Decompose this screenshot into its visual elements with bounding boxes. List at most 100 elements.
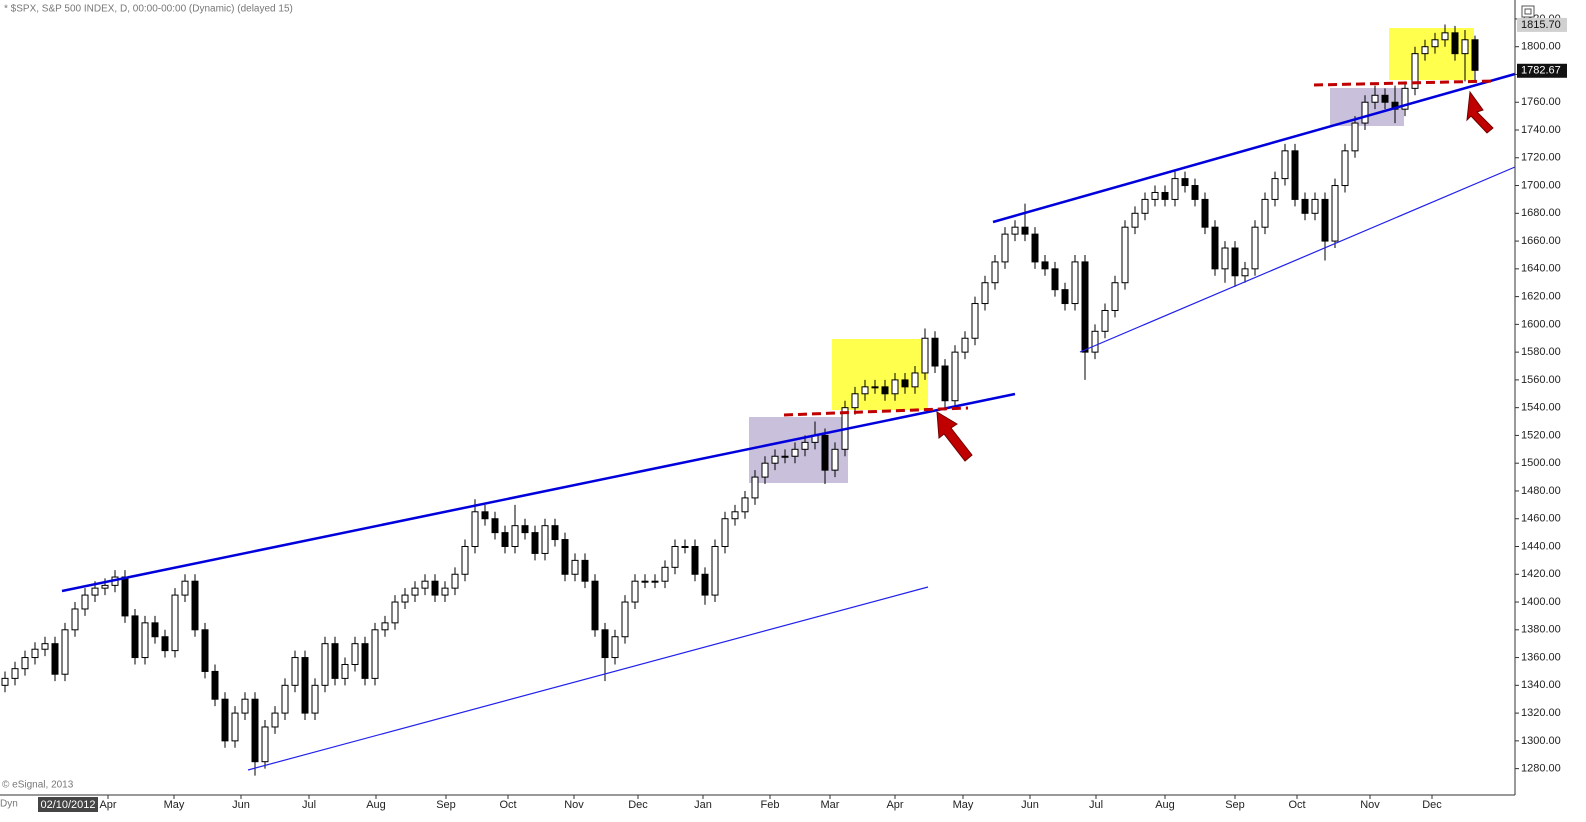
- candle-body: [71, 608, 79, 631]
- y-tick-label: 1400.00: [1521, 596, 1561, 608]
- window-button[interactable]: [1521, 5, 1535, 18]
- candle-body: [421, 580, 429, 589]
- candle-body: [41, 643, 49, 650]
- candle-body: [621, 601, 629, 638]
- candle-body: [591, 580, 599, 631]
- x-tick-label: Sep: [1225, 799, 1245, 811]
- x-tick-label: Feb: [761, 799, 780, 811]
- candle-body: [201, 629, 209, 672]
- candle-body: [781, 455, 789, 458]
- y-tick-label: 1300.00: [1521, 735, 1561, 747]
- y-tick-label: 1560.00: [1521, 374, 1561, 386]
- candle-body: [651, 580, 659, 583]
- candle-body: [1081, 261, 1089, 353]
- candle-body: [181, 580, 189, 596]
- y-tick-label: 1420.00: [1521, 568, 1561, 580]
- candle-body: [551, 525, 559, 541]
- candle-body: [891, 379, 899, 395]
- y-tick-label: 1440.00: [1521, 540, 1561, 552]
- candle-body: [991, 261, 999, 284]
- candle-body: [1071, 261, 1079, 305]
- candle-body: [931, 337, 939, 367]
- y-tick-label: 1600.00: [1521, 318, 1561, 330]
- candle-body: [951, 351, 959, 402]
- price-label-box: [1517, 17, 1567, 32]
- candle-body: [1281, 150, 1289, 180]
- candle-body: [561, 539, 569, 575]
- candle-body: [1031, 233, 1039, 263]
- candle-body: [1111, 282, 1119, 311]
- candle-body: [91, 587, 99, 596]
- candle-body: [171, 594, 179, 652]
- price-label: 1782.67: [1521, 65, 1561, 77]
- candle-body: [871, 386, 879, 389]
- y-tick-label: 1520.00: [1521, 429, 1561, 441]
- y-tick-label: 1660.00: [1521, 235, 1561, 247]
- candle-body: [1411, 53, 1419, 89]
- y-tick-label: 1500.00: [1521, 457, 1561, 469]
- candle-body: [1371, 94, 1379, 103]
- candle-body: [391, 601, 399, 624]
- candle-body: [531, 532, 539, 554]
- candle-body: [1471, 39, 1479, 71]
- candle-body: [1261, 198, 1269, 228]
- candle-body: [1101, 309, 1109, 332]
- x-tick-label: Apr: [99, 799, 116, 811]
- candle-body: [1051, 268, 1059, 291]
- chart-title: * $SPX, S&P 500 INDEX, D, 00:00-00:00 (D…: [4, 4, 293, 15]
- candle-body: [631, 580, 639, 603]
- candle-body: [961, 337, 969, 353]
- y-tick-label: 1720.00: [1521, 152, 1561, 164]
- candle-body: [821, 434, 829, 471]
- candle-body: [271, 712, 279, 728]
- candle-body: [711, 545, 719, 596]
- yellow-box: [1389, 28, 1474, 80]
- candle-body: [771, 455, 779, 464]
- candle-body: [21, 657, 29, 670]
- x-tick-label: Jul: [302, 799, 316, 811]
- candle-body: [1441, 32, 1449, 41]
- candle-body: [481, 511, 489, 520]
- candle-body: [731, 511, 739, 520]
- candle-body: [241, 698, 249, 714]
- candle-body: [1421, 46, 1429, 55]
- candle-body: [1, 677, 9, 686]
- y-tick-label: 1460.00: [1521, 513, 1561, 525]
- candle-body: [1341, 150, 1349, 187]
- candle-body: [311, 684, 319, 714]
- x-tick-label: Apr: [886, 799, 903, 811]
- price-label: 1815.70: [1521, 19, 1561, 31]
- candle-body: [691, 545, 699, 575]
- candle-body: [861, 386, 869, 395]
- candle-body: [361, 643, 369, 679]
- candle-body: [1241, 268, 1249, 277]
- candle-body: [901, 379, 909, 388]
- candle-body: [1041, 261, 1049, 270]
- candle-body: [1161, 191, 1169, 200]
- candle-body: [351, 643, 359, 666]
- candle-body: [541, 525, 549, 554]
- y-tick-label: 1280.00: [1521, 763, 1561, 775]
- x-tick-label: Jun: [232, 799, 250, 811]
- y-tick-label: 1640.00: [1521, 263, 1561, 275]
- candle-body: [741, 497, 749, 513]
- candle-body: [921, 337, 929, 374]
- x-tick-label: Oct: [1288, 799, 1305, 811]
- candle-body: [321, 643, 329, 686]
- candle-body: [141, 622, 149, 659]
- y-tick-label: 1340.00: [1521, 679, 1561, 691]
- candle-body: [221, 698, 229, 742]
- cursor-date: 02/10/2012: [40, 799, 95, 811]
- x-tick-label: Nov: [1360, 799, 1380, 811]
- candles: [1, 24, 1479, 776]
- candle-body: [451, 573, 459, 589]
- x-tick-label: Nov: [564, 799, 584, 811]
- candle-body: [941, 365, 949, 402]
- candle-body: [1321, 198, 1329, 242]
- y-tick-label: 1360.00: [1521, 651, 1561, 663]
- candle-body: [881, 386, 889, 395]
- candle-body: [851, 393, 859, 409]
- candle-body: [511, 525, 519, 547]
